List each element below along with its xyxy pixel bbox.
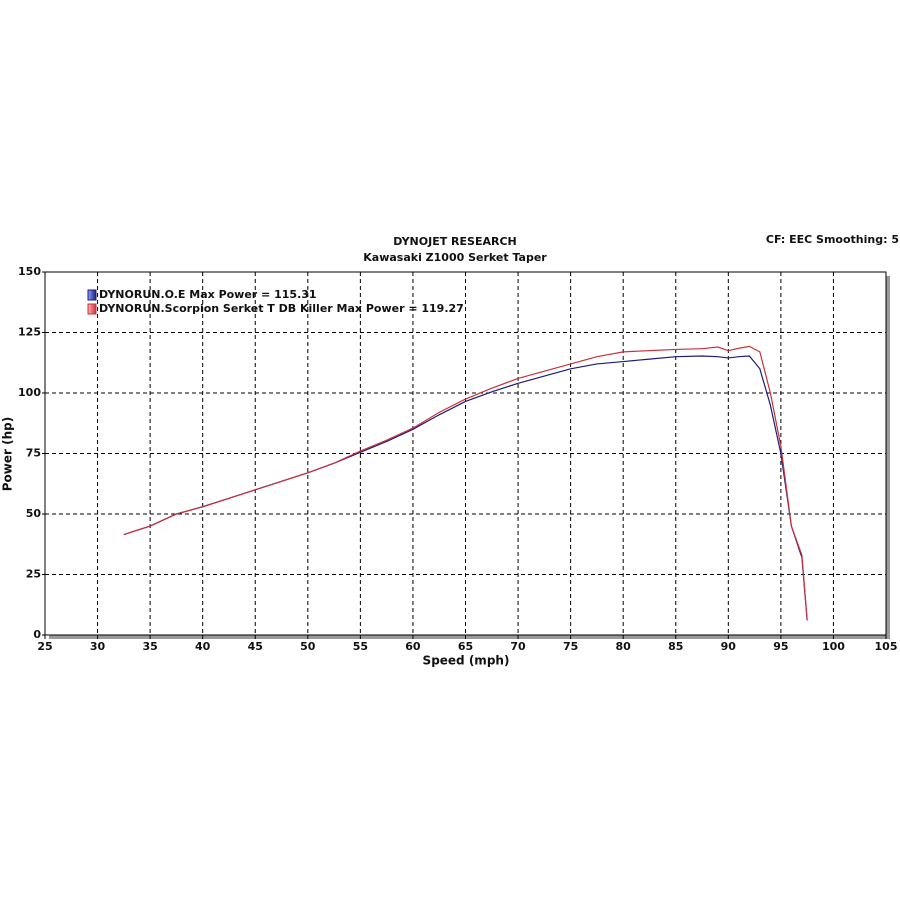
x-tick-label: 40 [195,640,211,653]
annotation: CF: EEC Smoothing: 5 [766,233,899,246]
y-axis-label: Power (hp) [1,417,15,491]
legend-label: DYNORUN.O.E Max Power = 115.31 [99,288,317,301]
y-tick-label: 100 [18,386,41,399]
y-tick-label: 25 [26,568,41,581]
x-tick-label: 90 [721,640,737,653]
x-tick-label: 25 [37,640,52,653]
x-tick-label: 45 [248,640,263,653]
x-tick-label: 100 [822,640,845,653]
y-tick-label: 150 [18,265,41,278]
y-tick-label: 50 [26,507,42,520]
x-tick-label: 105 [875,640,898,653]
x-tick-label: 35 [142,640,157,653]
x-tick-label: 75 [563,640,578,653]
x-tick-label: 30 [90,640,106,653]
x-tick-label: 60 [405,640,421,653]
legend-label: DYNORUN.Scorpion Serket T DB Killer Max … [99,302,464,315]
x-tick-label: 55 [353,640,368,653]
y-tick-label: 125 [18,326,41,339]
x-tick-label: 70 [510,640,526,653]
y-tick-label: 75 [26,447,41,460]
x-tick-label: 80 [616,640,632,653]
legend-swatch [87,289,97,301]
chart-subtitle: Kawasaki Z1000 Serket Taper [363,251,547,264]
x-axis-label: Speed (mph) [423,654,510,668]
x-tick-label: 65 [458,640,473,653]
series-line [123,345,808,621]
y-tick-label: 0 [33,628,41,641]
legend-swatch [87,303,97,315]
x-tick-label: 85 [668,640,683,653]
x-tick-label: 95 [773,640,788,653]
x-tick-label: 50 [300,640,316,653]
chart-title: DYNOJET RESEARCH [393,235,516,248]
